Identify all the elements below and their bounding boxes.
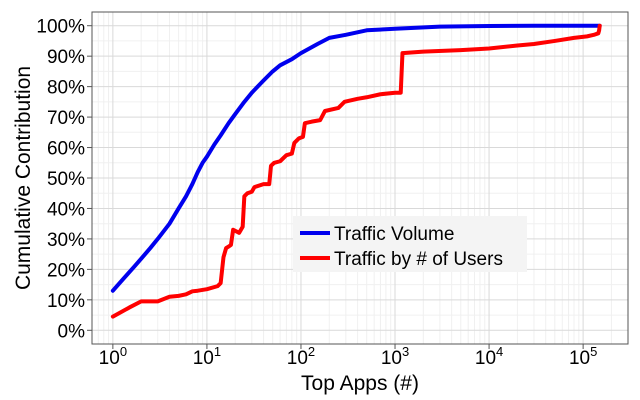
x-tick-label-exponent: 5: [590, 344, 597, 359]
x-axis: 100 101 102 103 104 105: [99, 344, 597, 369]
x-tick-label-exponent: 3: [402, 344, 409, 359]
legend-label-traffic-volume: Traffic Volume: [334, 224, 454, 245]
x-tick-label-base: 10: [475, 348, 496, 369]
y-tick-label: 80%: [47, 78, 85, 99]
x-tick-label-exponent: 2: [308, 344, 315, 359]
y-tick-label: 60%: [47, 139, 85, 160]
x-tick-label: 105: [569, 344, 597, 369]
x-tick-label-exponent: 4: [496, 344, 503, 359]
legend-box: [293, 216, 527, 272]
x-tick-label-base: 10: [99, 348, 120, 369]
y-tick-label: 30%: [47, 230, 85, 251]
x-tick-label: 100: [99, 344, 127, 369]
y-axis: 0% 10% 20% 30% 40% 50% 60% 70% 80% 90% 100%: [36, 17, 92, 342]
y-tick-label: 0%: [58, 321, 86, 342]
y-tick-label: 100%: [36, 17, 85, 38]
x-axis-title: Top Apps (#): [301, 372, 419, 395]
x-tick-label-exponent: 1: [214, 344, 221, 359]
x-tick-label-base: 10: [287, 348, 308, 369]
x-tick-label: 103: [381, 344, 409, 369]
y-axis-title: Cumulative Contribution: [12, 66, 35, 290]
legend: Traffic Volume Traffic by # of Users: [293, 216, 527, 272]
x-tick-label: 104: [475, 344, 503, 369]
x-tick-label-base: 10: [193, 348, 214, 369]
y-tick-label: 40%: [47, 199, 85, 220]
x-tick-label-base: 10: [381, 348, 402, 369]
x-tick-label: 101: [193, 344, 221, 369]
x-tick-label: 102: [287, 344, 315, 369]
y-tick-label: 20%: [47, 260, 85, 281]
series-line-traffic-by-users: [110, 23, 602, 319]
legend-label-traffic-by-users: Traffic by # of Users: [334, 249, 503, 270]
y-tick-label: 50%: [47, 169, 85, 190]
x-tick-label-base: 10: [569, 348, 590, 369]
series-lines: [110, 23, 602, 319]
y-tick-label: 90%: [47, 47, 85, 68]
x-tick-label-exponent: 0: [120, 344, 127, 359]
series-line-traffic-volume: [110, 23, 602, 293]
grid: [91, 12, 628, 344]
y-tick-label: 10%: [47, 291, 85, 312]
y-tick-label: 70%: [47, 108, 85, 129]
